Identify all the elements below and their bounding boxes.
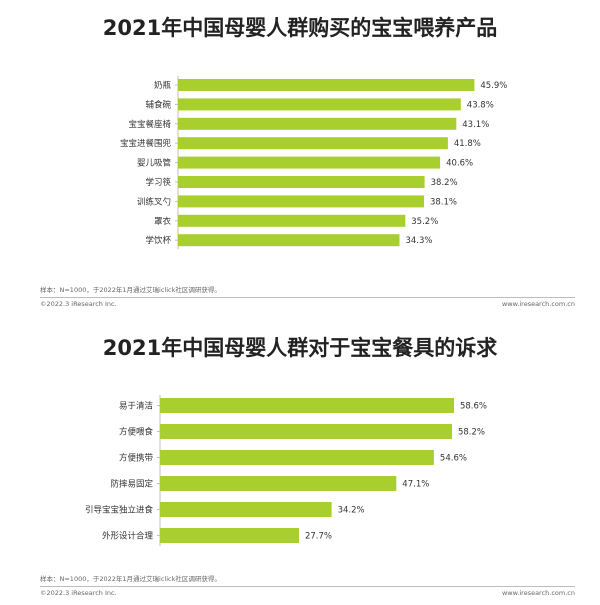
value-label: 47.1% xyxy=(402,480,429,490)
value-label: 27.7% xyxy=(305,532,332,542)
bar-7 xyxy=(178,195,424,208)
category-label: 罩衣 xyxy=(154,216,172,227)
category-label: 婴儿吸管 xyxy=(137,158,171,169)
value-label: 54.6% xyxy=(440,454,467,464)
category-label: 学饮杯 xyxy=(145,235,171,246)
category-label: 学习筷 xyxy=(145,177,171,188)
value-label: 40.6% xyxy=(446,159,473,169)
bar-9 xyxy=(178,234,400,247)
bar-4 xyxy=(178,137,448,150)
footer-divider xyxy=(40,586,575,587)
category-label: 宝宝进餐围兜 xyxy=(120,138,172,149)
value-label: 45.9% xyxy=(480,81,507,91)
bar-3 xyxy=(178,117,457,130)
value-label: 43.8% xyxy=(467,100,494,110)
bar-1 xyxy=(178,79,475,91)
category-label: 训练叉勺 xyxy=(137,196,171,207)
chart-panel-tableware-demands: 2021年中国母婴人群对于宝宝餐具的诉求 易于清洁 58.6% 方便喂食 58.2% 方… xyxy=(0,320,600,605)
bar-2 xyxy=(160,424,452,439)
category-label: 奶瓶 xyxy=(154,80,172,91)
footer-divider xyxy=(40,297,575,298)
category-label: 防摔易固定 xyxy=(110,479,153,490)
bar-2 xyxy=(178,98,461,111)
website-text: www.iresearch.com.cn xyxy=(501,589,575,597)
copyright-text: ©2022.3 iResearch Inc. xyxy=(40,589,117,597)
value-label: 35.2% xyxy=(411,217,438,227)
bar-chart-feeding-products: 奶瓶 45.9% 辅食碗 43.8% 宝宝餐座椅 43.1% 宝宝进餐围兜 41.8% 婴儿吸管… xyxy=(120,76,507,250)
category-label: 方便喂食 xyxy=(119,427,154,438)
bar-chart-tableware-demands: 易于清洁 58.6% 方便喂食 58.2% 方便携带 54.6% 防摔易固定 47.1% 引导宝… xyxy=(85,395,487,546)
value-label: 38.1% xyxy=(430,197,457,207)
category-label: 外形设计合理 xyxy=(102,531,154,542)
copyright-text: ©2022.3 iResearch Inc. xyxy=(40,300,117,308)
category-label: 辅食碗 xyxy=(145,99,171,110)
bar-5 xyxy=(178,156,441,169)
value-label: 34.3% xyxy=(405,236,432,246)
category-label: 方便携带 xyxy=(119,453,154,464)
value-label: 58.6% xyxy=(460,402,487,412)
value-label: 41.8% xyxy=(454,139,481,149)
chart-panel-feeding-products: 2021年中国母婴人群购买的宝宝喂养产品 奶瓶 45.9% 辅食碗 43.8% 宝宝餐座… xyxy=(40,16,575,308)
chart-title: 2021年中国母婴人群购买的宝宝喂养产品 xyxy=(102,16,498,40)
sample-note: 样本：N=1000，于2022年1月通过艾瑞iclick社区调研获得。 xyxy=(40,575,221,583)
bar-3 xyxy=(160,450,434,465)
bar-5 xyxy=(160,502,332,517)
chart-title: 2021年中国母婴人群对于宝宝餐具的诉求 xyxy=(102,336,498,360)
website-text: www.iresearch.com.cn xyxy=(501,300,575,308)
bar-4 xyxy=(160,476,397,491)
category-label: 易于清洁 xyxy=(119,401,154,412)
bar-8 xyxy=(178,214,406,227)
value-label: 58.2% xyxy=(458,428,485,438)
value-label: 38.2% xyxy=(431,178,458,188)
bar-6 xyxy=(178,176,425,188)
sample-note: 样本：N=1000，于2022年1月通过艾瑞iclick社区调研获得。 xyxy=(40,286,221,294)
bar-1 xyxy=(160,398,454,413)
category-label: 引导宝宝独立进食 xyxy=(85,505,154,516)
value-label: 34.2% xyxy=(338,506,365,516)
category-label: 宝宝餐座椅 xyxy=(128,119,171,130)
value-label: 43.1% xyxy=(462,120,489,130)
bar-6 xyxy=(160,528,299,543)
